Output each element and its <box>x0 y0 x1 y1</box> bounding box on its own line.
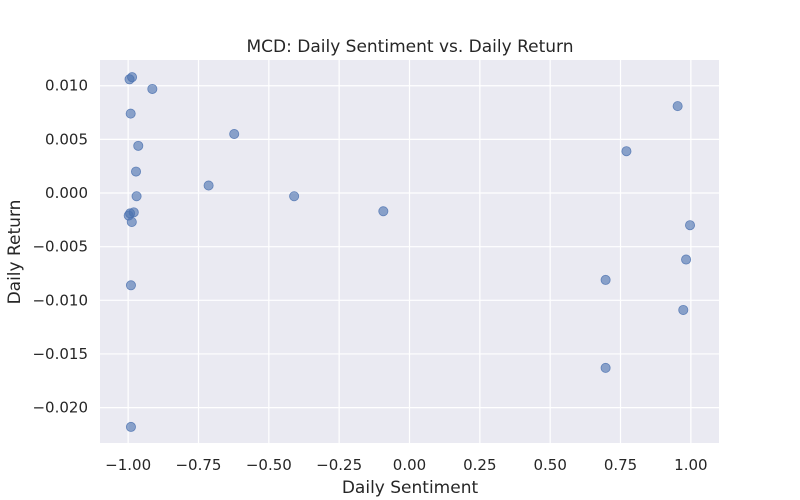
x-tick-label: −0.25 <box>316 456 362 474</box>
x-tick-label: 0.75 <box>604 456 637 474</box>
y-gridlines <box>100 85 719 409</box>
y-tick-label: −0.020 <box>32 399 88 417</box>
y-tick-labels: 0.010 0.005 0.000 −0.005 −0.010 −0.015 −0.020 <box>32 77 88 417</box>
x-tick-label: −0.75 <box>175 456 221 474</box>
data-point <box>128 207 139 218</box>
y-axis-label: Daily Return <box>5 200 25 305</box>
data-point <box>672 101 683 112</box>
data-point <box>131 191 142 202</box>
chart-title: MCD: Daily Sentiment vs. Daily Return <box>246 37 573 57</box>
data-point <box>289 191 300 202</box>
data-point <box>600 362 611 373</box>
data-point <box>378 206 389 217</box>
y-tick-label: 0.005 <box>45 130 88 148</box>
data-point <box>678 304 689 315</box>
data-point <box>125 421 136 432</box>
data-point <box>600 274 611 285</box>
data-point <box>203 180 214 191</box>
y-tick-label: −0.005 <box>32 238 88 256</box>
y-tick-label: −0.015 <box>32 345 88 363</box>
x-tick-label: 0.50 <box>533 456 566 474</box>
data-point <box>125 280 136 291</box>
data-point <box>685 220 696 231</box>
data-point <box>126 216 137 227</box>
data-point <box>147 83 158 94</box>
y-tick-label: 0.010 <box>45 77 88 95</box>
y-tick-label: −0.010 <box>32 291 88 309</box>
x-tick-label: 0.00 <box>393 456 426 474</box>
data-point <box>133 140 144 151</box>
data-point <box>127 72 138 83</box>
x-axis-label: Daily Sentiment <box>342 478 479 498</box>
data-points <box>123 72 696 432</box>
x-tick-label: −1.00 <box>105 456 151 474</box>
data-point <box>131 166 142 177</box>
data-point <box>681 254 692 265</box>
x-tick-label: −0.50 <box>246 456 292 474</box>
x-tick-labels: −1.00 −0.75 −0.50 −0.25 0.00 0.25 0.50 0.75 1.00 <box>105 456 707 474</box>
data-point <box>621 146 632 157</box>
x-gridlines <box>127 60 692 443</box>
data-point <box>229 129 240 140</box>
x-tick-label: 0.25 <box>463 456 496 474</box>
x-tick-label: 1.00 <box>674 456 707 474</box>
y-tick-label: 0.000 <box>45 184 88 202</box>
data-point <box>125 108 136 119</box>
